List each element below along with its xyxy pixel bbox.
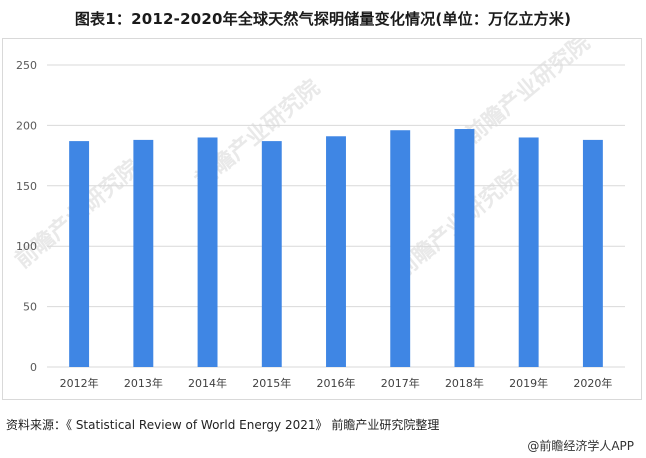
x-tick-label: 2018年 [445, 376, 484, 390]
x-axis-ticks: 2012年 2013年 2014年 2015年 2016年 2017年 2018年 2019年… [60, 376, 613, 390]
bar [518, 137, 539, 367]
x-tick-label: 2012年 [60, 376, 99, 390]
bars [69, 129, 603, 367]
watermark-layer: 前瞻产业研究院前瞻产业研究院前瞻产业研究院前瞻产业研究院 [10, 39, 595, 284]
y-axis-ticks: 0 50 100 150 200 250 [16, 59, 37, 374]
x-tick-label: 2013年 [124, 376, 163, 390]
x-tick-label: 2015年 [252, 376, 291, 390]
chart-title: 图表1：2012-2020年全球天然气探明储量变化情况(单位：万亿立方米) [74, 10, 572, 28]
bar [454, 129, 475, 367]
bar [133, 139, 154, 367]
bar-chart: 前瞻产业研究院前瞻产业研究院前瞻产业研究院前瞻产业研究院 0 50 100 150 20… [10, 39, 625, 390]
source-note: 资料来源：《 Statistical Review of World Energ… [6, 418, 440, 432]
bar [582, 139, 603, 367]
bar [390, 130, 411, 367]
x-tick-label: 2019年 [509, 376, 548, 390]
y-tick-label: 100 [16, 240, 37, 253]
y-tick-label: 50 [23, 301, 37, 314]
brand-label: @前瞻经济学人APP [527, 439, 634, 453]
y-tick-label: 150 [16, 180, 37, 193]
x-tick-label: 2016年 [317, 376, 356, 390]
y-tick-label: 0 [30, 361, 37, 374]
bar [69, 141, 90, 367]
bar [197, 137, 218, 367]
y-tick-label: 250 [16, 59, 37, 72]
watermark-text: 前瞻产业研究院 [460, 39, 595, 149]
y-tick-label: 200 [16, 119, 37, 132]
bar [261, 141, 282, 367]
x-tick-label: 2017年 [381, 376, 420, 390]
x-tick-label: 2014年 [188, 376, 227, 390]
bar [326, 136, 346, 367]
x-tick-label: 2020年 [573, 376, 612, 390]
chart-frame: 前瞻产业研究院前瞻产业研究院前瞻产业研究院前瞻产业研究院 0 50 100 150 20… [2, 38, 642, 400]
